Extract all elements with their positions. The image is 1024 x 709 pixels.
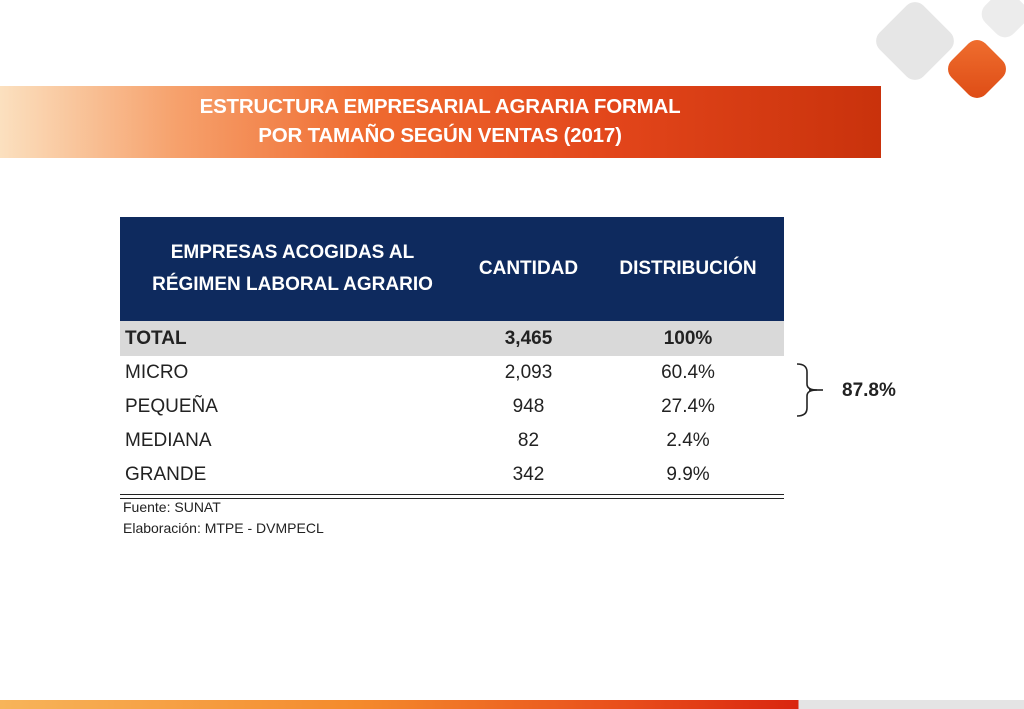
header-empresas-line-2: RÉGIMEN LABORAL AGRARIO (152, 274, 433, 295)
table-row: PEQUEÑA 948 27.4% (120, 390, 784, 424)
header-cantidad: CANTIDAD (478, 258, 579, 279)
header-empresas: EMPRESAS ACOGIDAS AL RÉGIMEN LABORAL AGR… (120, 217, 465, 321)
table-row-total: TOTAL 3,465 100% (120, 321, 784, 356)
row-label: GRANDE (125, 464, 207, 485)
header-empresas-line-1: EMPRESAS ACOGIDAS AL (170, 242, 415, 263)
row-distribucion: 9.9% (666, 464, 710, 485)
row-distribucion: 2.4% (666, 430, 710, 451)
row-cantidad: 948 (512, 396, 545, 417)
table-row: MICRO 2,093 60.4% (120, 356, 784, 390)
logo-diamond-gray-small (976, 0, 1024, 43)
table-row: GRANDE 342 9.9% (120, 458, 784, 492)
row-cantidad: 82 (517, 430, 540, 451)
title-banner (0, 86, 881, 158)
row-label: MICRO (125, 362, 189, 383)
total-label: TOTAL (125, 327, 187, 349)
footer-bar (0, 700, 1024, 709)
data-table: EMPRESAS ACOGIDAS AL RÉGIMEN LABORAL AGR… (120, 217, 784, 499)
page-title: ESTRUCTURA EMPRESARIAL AGRARIA FORMAL PO… (160, 92, 720, 150)
row-label: PEQUEÑA (125, 396, 218, 417)
total-distribucion: 100% (663, 327, 713, 349)
table-bottom-rule (120, 494, 784, 499)
table-row: MEDIANA 82 2.4% (120, 424, 784, 458)
title-line-2: POR TAMAÑO SEGÚN VENTAS (2017) (258, 124, 622, 147)
total-cantidad: 3,465 (504, 327, 553, 349)
header-distribucion: DISTRIBUCIÓN (619, 258, 757, 279)
row-distribucion: 60.4% (661, 362, 715, 383)
logo-diamond-gray (871, 0, 959, 85)
row-label: MEDIANA (125, 430, 212, 451)
micro-pequena-sum: 87.8% (842, 380, 896, 401)
row-cantidad: 342 (512, 464, 545, 485)
source-note: Fuente: SUNAT (123, 499, 221, 515)
elaboration-note: Elaboración: MTPE - DVMPECL (123, 520, 324, 536)
table-header: EMPRESAS ACOGIDAS AL RÉGIMEN LABORAL AGR… (120, 217, 784, 321)
row-cantidad: 2,093 (504, 362, 553, 383)
curly-brace-icon (796, 363, 823, 417)
title-line-1: ESTRUCTURA EMPRESARIAL AGRARIA FORMAL (199, 95, 681, 118)
row-distribucion: 27.4% (661, 396, 715, 417)
table-notes: Fuente: SUNAT Elaboración: MTPE - DVMPEC… (123, 497, 324, 539)
